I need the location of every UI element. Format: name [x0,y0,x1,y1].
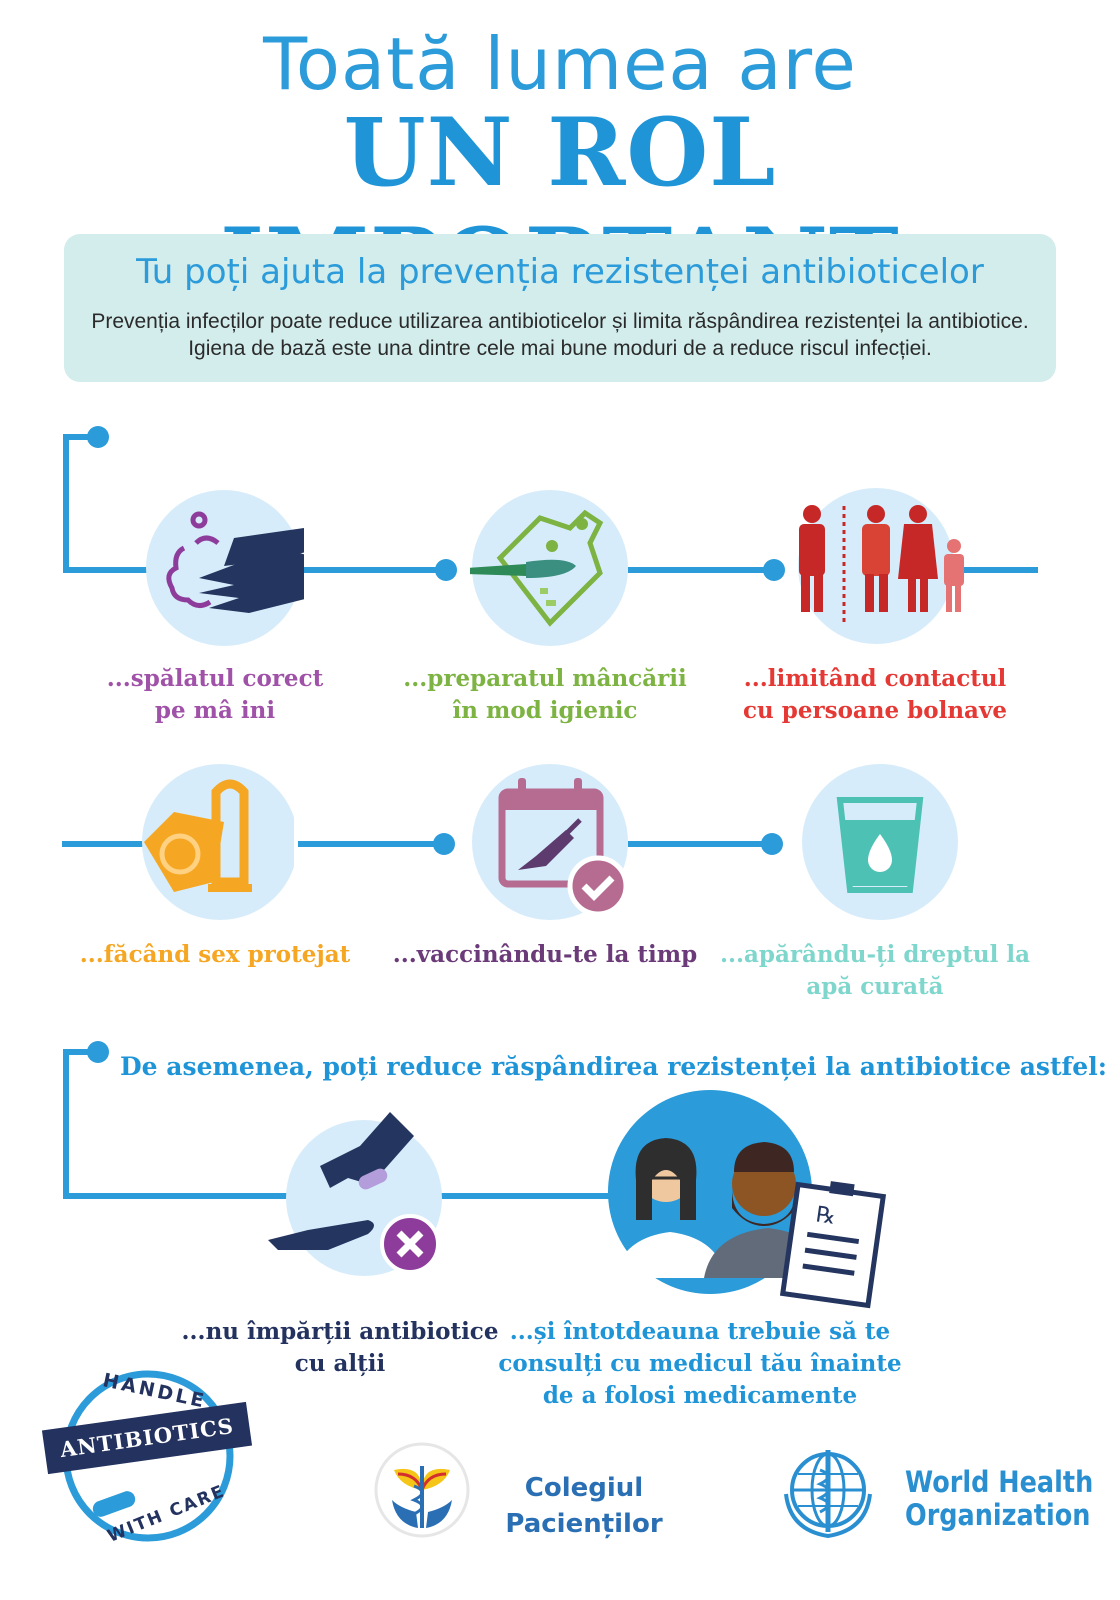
condom-icon [142,764,294,920]
action-line-1: ...spălatul corect [106,665,324,692]
food-preparation-icon [470,490,628,646]
who-emblem-icon [784,1450,872,1539]
action-line-1: ...vaccinându-te la timp [392,941,698,968]
action-line-3: de a folosi medicamente [542,1382,858,1409]
action-label-vaccination: ...vaccinându-te la timp [385,939,705,971]
info-box: Tu poți ajuta la prevenția rezistenței a… [64,234,1056,382]
action-label-clean-water: ...apărându-ți dreptul la apă curată [710,939,1040,1003]
who-line-1: World Health [905,1465,1094,1499]
handle-antibiotics-badge: HANDLE ANTIBIOTICS WITH CARE [40,1362,254,1562]
who-name: World Health Organization [905,1466,1093,1532]
action-label-hand-washing: ...spălatul corect pe mâ ini [80,663,350,727]
action-line-1: ...apărându-ți dreptul la [719,941,1031,968]
action-line-1: ...nu împărții antibiotice [181,1318,499,1345]
action-label-limit-contact: ...limitând contactul cu persoane bolnav… [720,663,1030,727]
action-line-1: ...și întotdeauna trebuie să te [509,1318,891,1345]
action2-label-no-sharing: ...nu împărții antibiotice cu alții [175,1316,505,1380]
hand-washing-icon [146,490,304,646]
action-line-2: cu alții [294,1350,386,1377]
action-label-protected-sex: ...făcând sex protejat [70,939,360,971]
colegiul-line-2: Pacienților [505,1509,663,1539]
colegiul-line-1: Colegiul [524,1473,644,1503]
action-line-2: consulți cu medicul tău înainte [498,1350,902,1377]
colegiul-logo-icon [374,1442,470,1538]
action-label-food-preparation: ...preparatul mâncării în mod igienic [395,663,695,727]
action-line-2: în mod igienic [452,697,638,724]
action2-label-consult-doctor: ...și întotdeauna trebuie să te consulți… [490,1316,910,1412]
action-line-2: apă curată [806,973,944,1000]
section2-title: De asemenea, poți reduce răspândirea rez… [120,1052,1107,1081]
who-line-2: Organization [905,1498,1091,1532]
info-box-title: Tu poți ajuta la prevenția rezistenței a… [136,252,984,292]
action-line-1: ...limitând contactul [743,665,1007,692]
title-line-1: Toată lumea are [263,22,857,106]
action-line-1: ...făcând sex protejat [79,941,351,968]
svg-text:℞: ℞ [814,1202,837,1230]
people-distance-icon [798,488,964,644]
no-sharing-pills-icon [268,1112,442,1276]
action-line-2: cu persoane bolnave [743,697,1007,724]
info-box-text: Prevenția infecților poate reduce utiliz… [91,310,1029,360]
colegiul-name: Colegiul Pacienților [504,1470,664,1542]
vaccination-calendar-icon [472,764,629,920]
doctor-consultation-icon: ℞ [608,1090,887,1309]
action-line-2: pe mâ ini [154,697,276,724]
action-line-1: ...preparatul mâncării [403,665,687,692]
clean-water-icon [802,764,958,920]
